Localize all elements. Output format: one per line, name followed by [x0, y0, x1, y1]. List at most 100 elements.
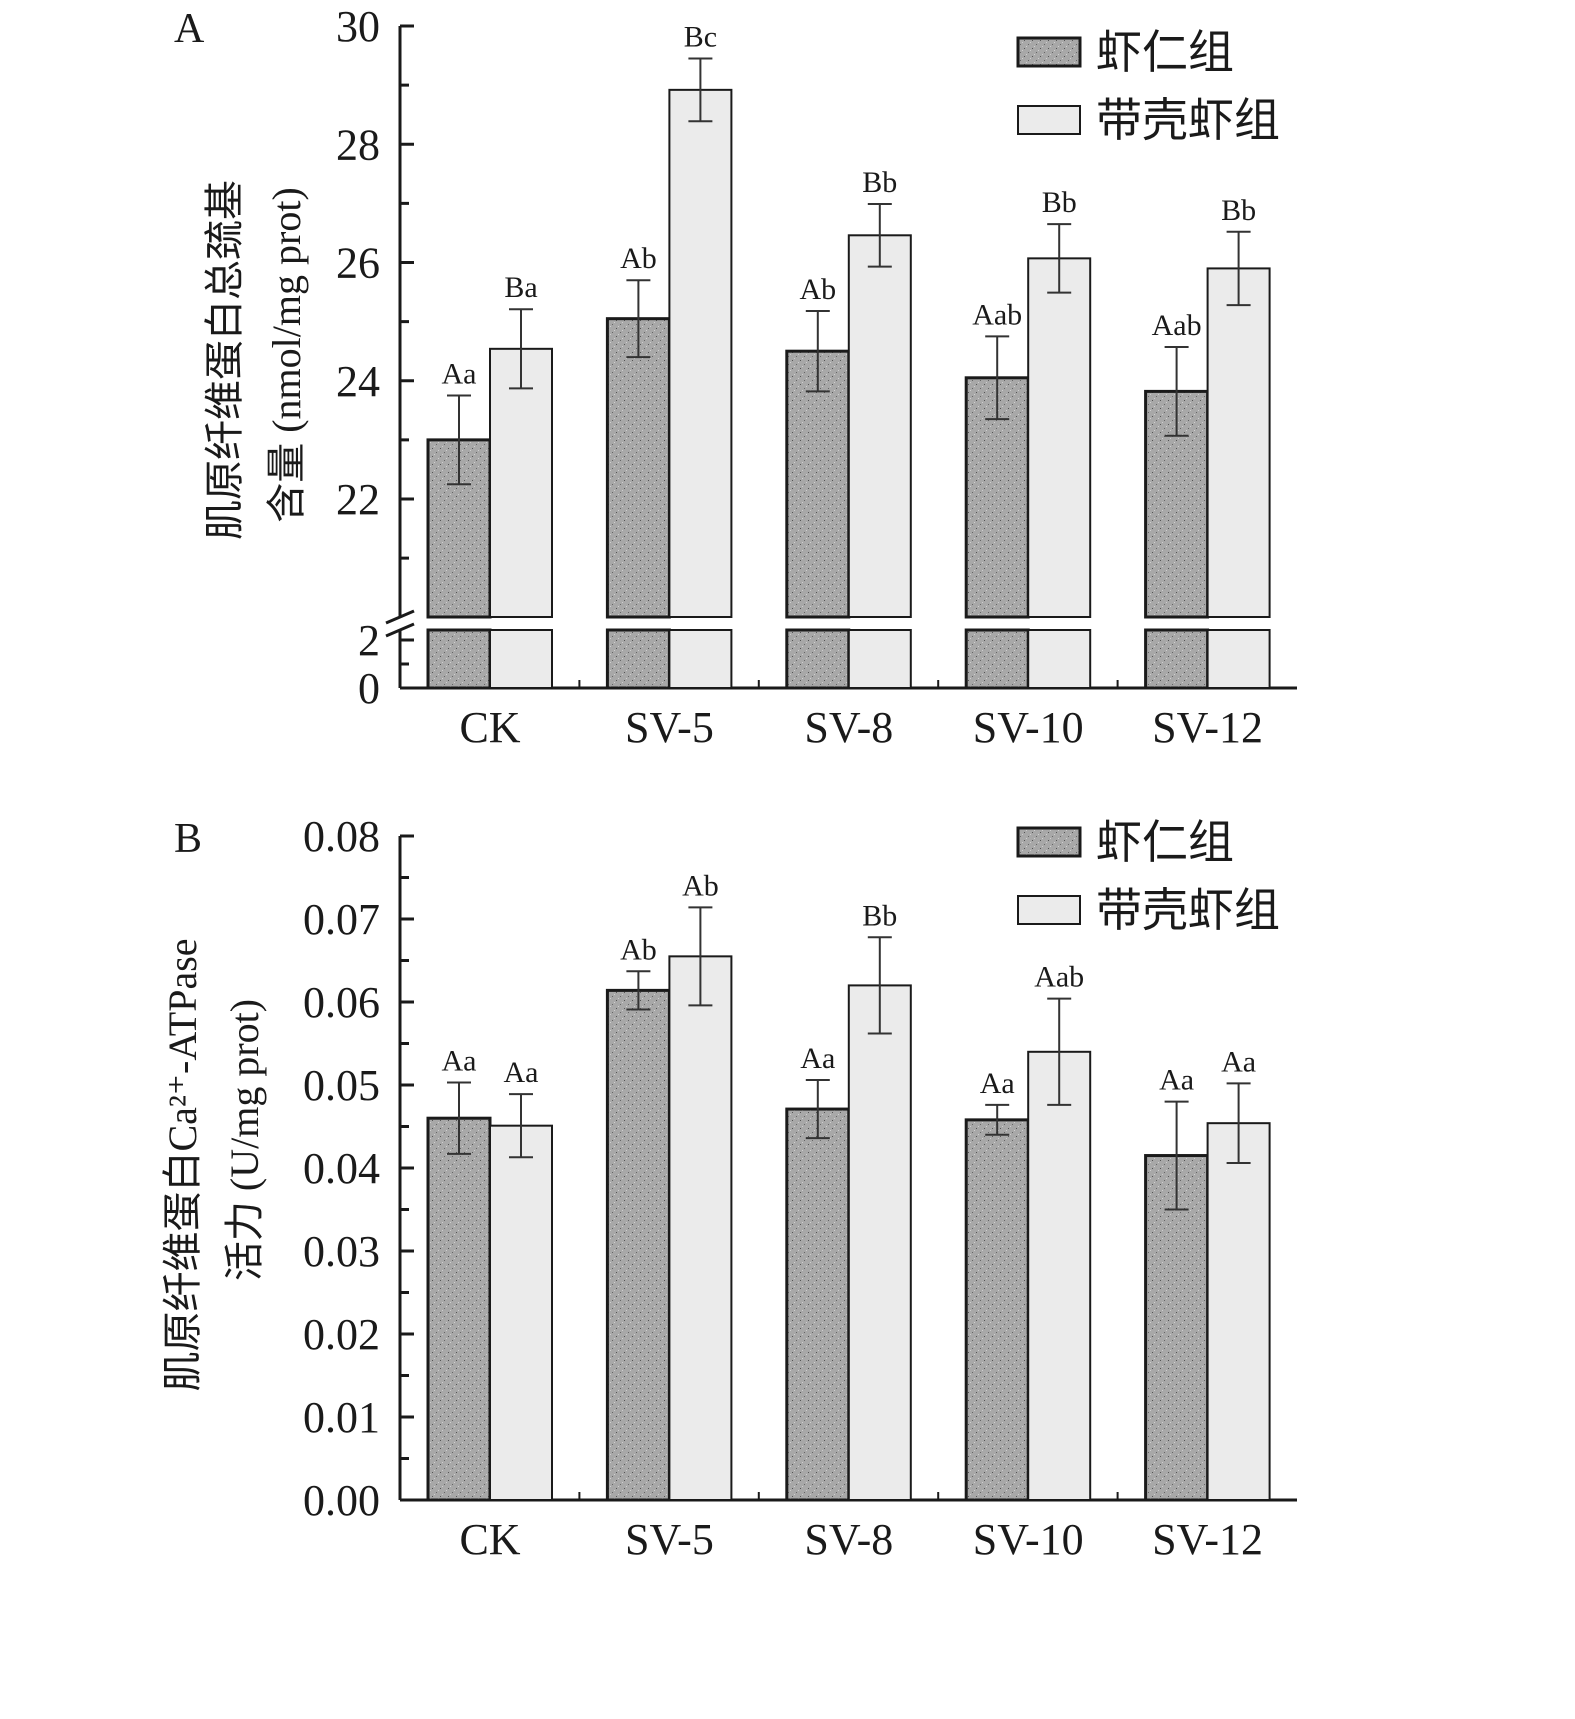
- bar-shell-lower-sv-10: [1027, 629, 1092, 689]
- x-tick-label: SV-5: [625, 703, 714, 752]
- bar-peeled-sv-10: [964, 1118, 1030, 1502]
- y-tick-label: 0.05: [303, 1061, 380, 1110]
- panel-b-bars: Aa Ab Aa Aa Aa Aa Ab Bb Aab Aa: [426, 869, 1271, 1502]
- bar-shell-lower-ck: [489, 629, 553, 689]
- axis-break-mark: [385, 622, 415, 638]
- y-tick-label: 28: [336, 120, 380, 169]
- significance-label: Aa: [1159, 1064, 1194, 1097]
- bar-shell-sv-10: [1027, 257, 1092, 618]
- panel-b-ylabel-line1: 肌原纤维蛋白Ca²⁺-ATPase: [160, 938, 205, 1391]
- significance-label: Ab: [620, 242, 657, 275]
- axis-break-gap: [380, 617, 1299, 630]
- panel-a-label: A: [174, 6, 205, 52]
- bar-peeled-sv-8: [785, 1107, 851, 1502]
- panel-a-axes: 22 24 26 28 30 02: [336, 2, 1299, 713]
- significance-label: Bb: [862, 166, 897, 199]
- bar-peeled-lower-sv-5: [605, 628, 671, 690]
- bar-shell-sv-12: [1206, 267, 1271, 618]
- x-tick-label: SV-5: [625, 1515, 714, 1564]
- legend-swatch-peeled: [1016, 826, 1082, 858]
- y-tick-label: 0.01: [303, 1393, 380, 1442]
- significance-label: Aa: [504, 1056, 539, 1089]
- y-tick-label: 2: [358, 616, 380, 665]
- panel-a-ylabel-line1: 肌原纤维蛋白总巯基: [202, 180, 247, 540]
- bar-peeled-ck: [426, 1116, 492, 1502]
- x-tick-label: SV-8: [804, 703, 893, 752]
- significance-label: Aa: [1221, 1045, 1256, 1078]
- x-tick-label: SV-10: [973, 703, 1084, 752]
- panel-b: B 肌原纤维蛋白Ca²⁺-ATPase 活力 (U/mg prot) 0.00 0…: [160, 812, 1297, 1564]
- y-tick-label: 22: [336, 475, 380, 524]
- significance-label: Aab: [1034, 961, 1084, 994]
- y-tick-label: 24: [336, 357, 380, 406]
- bar-shell-ck: [489, 1124, 553, 1502]
- significance-label: Aab: [972, 298, 1022, 331]
- significance-label: Ab: [799, 273, 836, 306]
- significance-label: Ab: [620, 933, 657, 966]
- bar-shell-sv-5: [668, 955, 733, 1501]
- significance-label: Ab: [682, 869, 719, 902]
- legend-swatch-shell: [1017, 105, 1081, 135]
- y-tick-label: 0.04: [303, 1144, 380, 1193]
- y-tick-label: 30: [336, 2, 380, 51]
- bar-peeled-sv-8: [785, 349, 851, 619]
- y-tick-label: 0: [358, 664, 380, 713]
- y-tick-label: 0.08: [303, 812, 380, 861]
- bar-peeled-lower-sv-10: [964, 628, 1030, 690]
- bar-peeled-sv-12: [1144, 1154, 1210, 1502]
- x-tick-label: SV-12: [1152, 1515, 1263, 1564]
- y-tick-label: 0.00: [303, 1476, 380, 1525]
- significance-label: Bb: [862, 899, 897, 932]
- significance-label: Bb: [1042, 186, 1077, 219]
- bar-peeled-sv-5: [605, 317, 671, 619]
- x-tick-label: CK: [459, 1515, 520, 1564]
- y-tick-label: 0.02: [303, 1310, 380, 1359]
- y-tick-label: 26: [336, 239, 380, 288]
- legend-swatch-peeled: [1016, 36, 1082, 68]
- legend-label-peeled: 虾仁组: [1096, 817, 1234, 868]
- bar-peeled-sv-5: [605, 988, 671, 1502]
- significance-label: Bc: [684, 21, 717, 54]
- x-tick-label: SV-12: [1152, 703, 1263, 752]
- bar-peeled-lower-sv-12: [1144, 628, 1210, 690]
- panel-b-xtick-labels: CK SV-5 SV-8 SV-10 SV-12: [459, 1515, 1263, 1564]
- bar-shell-sv-5: [668, 88, 733, 619]
- bar-shell-sv-8: [847, 984, 912, 1501]
- bar-shell-sv-10: [1027, 1050, 1092, 1502]
- bar-shell-sv-12: [1206, 1122, 1271, 1502]
- significance-label: Aa: [442, 358, 477, 391]
- panel-b-ylabel-line2: 活力 (U/mg prot): [222, 999, 267, 1281]
- panel-b-label: B: [174, 816, 202, 862]
- bar-peeled-lower-sv-8: [785, 628, 851, 690]
- x-tick-label: SV-8: [804, 1515, 893, 1564]
- bar-shell-sv-8: [847, 234, 912, 619]
- bar-shell-lower-sv-12: [1206, 629, 1271, 689]
- panel-a-bars: Aa Ab Ab Aab Aab Ba Bc Bb Bb Bb: [426, 21, 1271, 690]
- x-tick-label: CK: [459, 703, 520, 752]
- x-tick-label: SV-10: [973, 1515, 1084, 1564]
- significance-label: Aab: [1152, 309, 1202, 342]
- panel-a-ylabel-line2: 含量 (nmol/mg prot): [264, 187, 309, 523]
- y-tick-label: 0.07: [303, 895, 380, 944]
- legend-label-shell: 带壳虾组: [1096, 885, 1280, 936]
- panel-a-ylabel: 肌原纤维蛋白总巯基 含量 (nmol/mg prot): [202, 180, 309, 540]
- legend-label-shell: 带壳虾组: [1096, 95, 1280, 146]
- significance-label: Ba: [504, 271, 537, 304]
- significance-label: Aa: [800, 1042, 835, 1075]
- significance-label: Bb: [1221, 194, 1256, 227]
- bar-peeled-lower-ck: [426, 628, 492, 690]
- bar-shell-lower-sv-5: [668, 629, 733, 689]
- legend-swatch-shell: [1017, 895, 1081, 925]
- y-tick-label: 0.03: [303, 1227, 380, 1276]
- bar-shell-lower-sv-8: [847, 629, 912, 689]
- axis-break-mark: [385, 609, 415, 625]
- legend-label-peeled: 虾仁组: [1096, 27, 1234, 78]
- significance-label: Aa: [442, 1045, 477, 1078]
- y-tick-label: 0.06: [303, 978, 380, 1027]
- significance-label: Aa: [980, 1067, 1015, 1100]
- panel-a-xtick-labels: CK SV-5 SV-8 SV-10 SV-12: [459, 703, 1263, 752]
- panel-a: A 肌原纤维蛋白总巯基 含量 (nmol/mg prot) 22 24 26 28 30…: [174, 2, 1299, 752]
